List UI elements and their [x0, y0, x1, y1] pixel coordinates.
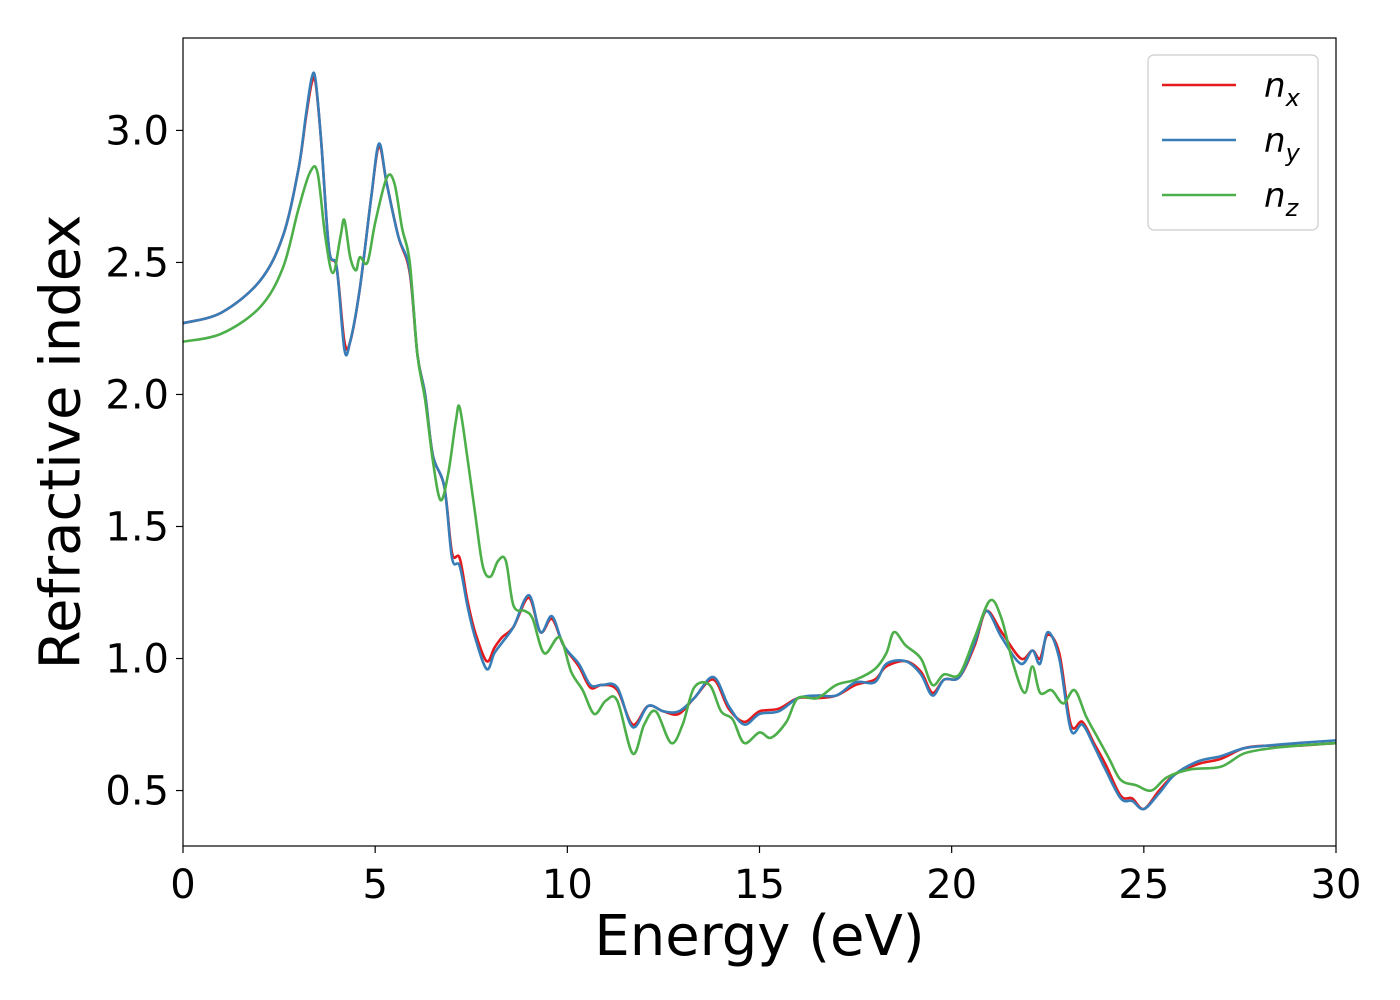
- legend: nx ny nz: [1147, 54, 1319, 231]
- legend-label-y: ny: [1264, 121, 1301, 167]
- legend-label-x: nx: [1264, 66, 1301, 112]
- x-tick-label: 5: [362, 862, 387, 908]
- y-tick-label: 0.5: [105, 769, 169, 815]
- series-line-y: [183, 71, 1336, 811]
- series-layer: [183, 71, 1336, 811]
- y-tick-label: 3.0: [105, 108, 169, 154]
- x-tick-label: 25: [1118, 862, 1169, 908]
- y-tick-label: 1.5: [105, 504, 169, 550]
- x-axis-title: Energy (eV): [594, 904, 924, 969]
- x-tick-label: 15: [734, 862, 785, 908]
- x-tick-label: 30: [1311, 862, 1362, 908]
- x-axis: 0 5 10 15 20 25 30: [170, 846, 1361, 908]
- series-line-z: [183, 165, 1336, 793]
- y-tick-label: 1.0: [105, 637, 169, 683]
- y-tick-label: 2.5: [105, 240, 169, 286]
- y-axis: 0.5 1.0 1.5 2.0 2.5 3.0: [105, 108, 183, 815]
- x-tick-label: 0: [170, 862, 195, 908]
- y-tick-label: 2.0: [105, 372, 169, 418]
- legend-box: [1147, 54, 1319, 231]
- legend-label-z: nz: [1264, 176, 1300, 222]
- y-axis-title: Refractive index: [29, 215, 94, 670]
- x-tick-label: 20: [926, 862, 977, 908]
- x-tick-label: 10: [542, 862, 593, 908]
